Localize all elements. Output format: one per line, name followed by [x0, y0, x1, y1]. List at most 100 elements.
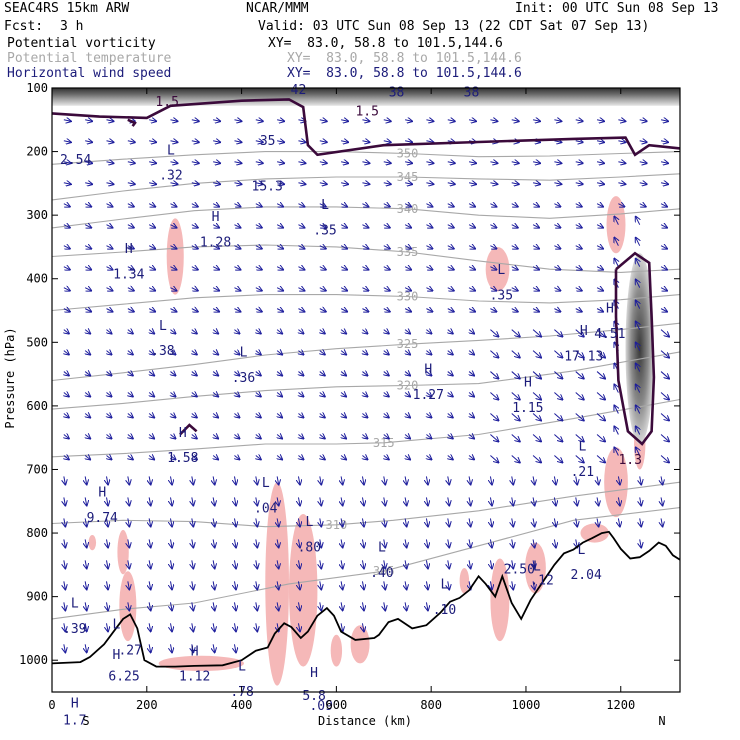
wind-vector: [64, 330, 69, 334]
theta-contour-label: 325: [397, 337, 419, 351]
wind-vector: [448, 393, 453, 397]
wind-vector: [106, 120, 114, 122]
wind-vector: [448, 476, 450, 484]
pv-contour: [179, 423, 198, 436]
wind-vector: [85, 623, 87, 631]
wind-vector: [426, 560, 428, 568]
wind-vector: [320, 560, 322, 568]
wind-vector: [64, 351, 69, 355]
wind-vector: [362, 372, 367, 376]
wind-vector: [448, 330, 453, 334]
wind-vector: [106, 246, 113, 249]
wind-vector: [511, 413, 520, 421]
wind-vector: [490, 309, 496, 312]
wind-vector: [596, 204, 603, 207]
wind-vector: [511, 392, 520, 400]
wind-vector: [405, 581, 407, 589]
wind-vector: [404, 309, 411, 312]
wind-vector: [384, 351, 389, 355]
wind-vector: [277, 602, 279, 610]
wind-vector: [64, 581, 66, 589]
wind-vector: [234, 120, 241, 122]
wind-vector: [448, 372, 453, 376]
wind-vector: [618, 497, 620, 505]
pv-positive-area: [459, 568, 470, 594]
wind-vector: [107, 560, 109, 568]
wind-vector: [127, 288, 134, 291]
annotation-label: .80: [298, 541, 321, 556]
wind-vector: [490, 120, 497, 122]
wind-vector: [85, 476, 87, 484]
wind-vector: [554, 518, 556, 526]
wind-vector: [660, 141, 668, 143]
wind-vector: [404, 183, 412, 185]
wind-vector: [340, 267, 347, 270]
wind-vector: [234, 246, 240, 249]
wind-vector: [575, 141, 583, 143]
wind-vector: [362, 246, 368, 249]
wind-vector: [234, 141, 241, 143]
wind-vector: [256, 581, 258, 589]
wind-vector: [85, 414, 90, 418]
wind-vector: [512, 497, 514, 505]
wind-vector: [320, 602, 322, 610]
wind-vector: [639, 120, 647, 122]
wind-vector: [64, 372, 69, 376]
wind-vector: [298, 351, 303, 355]
wind-vector: [212, 246, 219, 249]
wind-vector: [234, 372, 239, 376]
wind-vector: [447, 246, 454, 249]
wind-vector: [639, 141, 647, 143]
wind-vector: [84, 267, 91, 270]
wind-vector: [660, 392, 669, 400]
wind-vector: [255, 288, 262, 291]
wind-vector: [192, 393, 197, 397]
wind-vector: [512, 539, 514, 547]
wind-vector: [405, 497, 407, 505]
field-wind-name: Horizontal wind speed: [7, 66, 172, 81]
wind-vector: [575, 329, 584, 337]
wind-vector: [490, 497, 492, 505]
wind-vector: [63, 225, 70, 228]
wind-vector: [256, 393, 261, 397]
wind-vector: [128, 455, 133, 459]
theta-contour: [51, 351, 681, 410]
wind-vector: [149, 183, 156, 185]
wind-vector: [255, 309, 262, 312]
annotation-label: 38: [389, 85, 405, 100]
wind-vector: [192, 602, 194, 610]
wind-vector: [213, 372, 218, 376]
wind-vector: [426, 393, 431, 397]
wind-vector: [234, 644, 236, 652]
wind-vector: [362, 518, 364, 526]
wind-vector: [468, 183, 476, 185]
wind-vector: [618, 204, 624, 207]
annotation-label: H: [179, 426, 187, 441]
wind-vector: [511, 225, 518, 228]
wind-vector: [234, 560, 236, 568]
wind-vector: [660, 225, 667, 228]
wind-vector: [362, 288, 368, 291]
pv-positive-area: [166, 218, 184, 295]
wind-vector: [341, 120, 348, 122]
wind-vector: [192, 560, 194, 568]
wind-vector: [234, 162, 241, 164]
wind-vector: [107, 330, 112, 334]
wind-vector: [107, 518, 109, 526]
wind-vector: [63, 309, 70, 312]
wind-vector: [107, 497, 109, 505]
wind-vector: [636, 238, 640, 246]
wind-vector: [660, 371, 669, 379]
wind-vector: [362, 204, 368, 207]
wind-vector: [426, 183, 433, 185]
wind-vector: [107, 476, 109, 484]
wind-vector: [362, 623, 364, 631]
wind-vector: [213, 581, 215, 589]
wind-vector: [660, 267, 667, 270]
wind-vector: [256, 372, 261, 376]
wind-vector: [533, 476, 535, 484]
pv-positive-area: [350, 625, 370, 664]
wind-vector: [319, 309, 326, 312]
wind-vector: [128, 581, 130, 589]
wind-vector: [447, 288, 454, 291]
